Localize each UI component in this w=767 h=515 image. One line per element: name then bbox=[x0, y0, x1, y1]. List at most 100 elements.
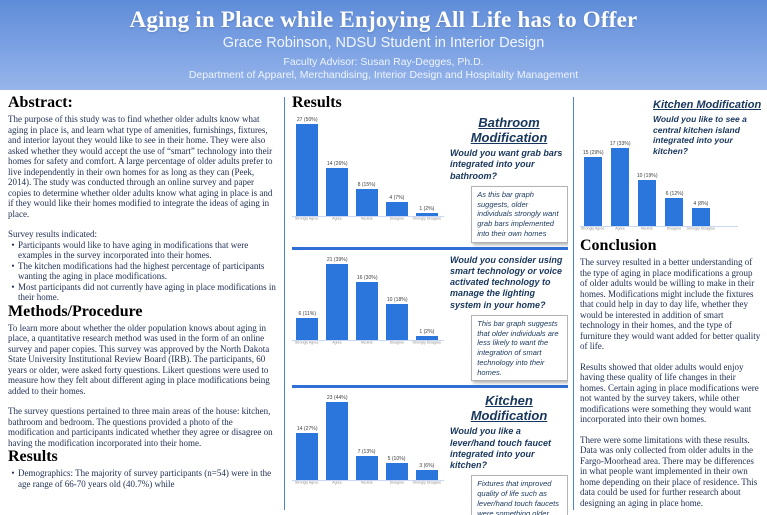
bar bbox=[665, 198, 683, 226]
chart-section-kitchen-island: 15 (29%) Strongly Agree 17 (33%) Agree 10 (1… bbox=[580, 97, 761, 237]
bar-column: 21 (39%) Agree bbox=[326, 256, 348, 344]
chart-section-kitchen-faucet: 14 (27%) Strongly Agree 23 (44%) Agree 7 (13… bbox=[292, 393, 568, 515]
methods-paragraph-2: The survey questions pertained to three … bbox=[8, 406, 273, 448]
x-tick-label: Strongly Agree bbox=[295, 217, 319, 221]
x-tick-label: Neutral bbox=[361, 217, 373, 221]
x-tick-label: Strongly Agree bbox=[581, 227, 605, 231]
conclusion-paragraph-1: The survey resulted in a better understa… bbox=[580, 257, 761, 352]
smart-technology-question: Would you consider using smart technolog… bbox=[450, 254, 563, 310]
bathroom-bar-chart: 27 (50%) Strongly Agree 14 (26%) Agree 8 (15… bbox=[292, 115, 444, 221]
x-tick-label: Strongly Agree bbox=[295, 481, 319, 485]
conclusion-paragraph-2: Results showed that older adults would e… bbox=[580, 361, 759, 425]
results-heading-mid: Results bbox=[292, 94, 342, 111]
x-tick-label: Agree bbox=[332, 340, 342, 345]
bar-column: 16 (30%) Neutral bbox=[356, 275, 378, 344]
bar-value-label: 15 (29%) bbox=[582, 150, 604, 156]
bar bbox=[296, 317, 318, 340]
bar bbox=[416, 213, 438, 216]
list-item: • Demographics: The majority of survey p… bbox=[8, 468, 278, 489]
kitchen-island-chart-side: Kitchen Modification Would you like to s… bbox=[653, 99, 761, 161]
bar-value-label: 10 (18%) bbox=[386, 296, 408, 303]
bar bbox=[356, 456, 378, 481]
x-tick-label: Strongly Disagree bbox=[686, 227, 716, 231]
bar-value-label: 27 (50%) bbox=[296, 117, 318, 123]
bar-column: 6 (11%) Strongly Agree bbox=[295, 310, 319, 344]
x-tick-label: Disagree bbox=[389, 340, 405, 345]
department-line: Department of Apparel, Merchandising, In… bbox=[188, 69, 579, 81]
bar bbox=[692, 208, 710, 226]
bathroom-chart-title: Bathroom Modification bbox=[470, 115, 548, 145]
bar-column: 8 (15%) Neutral bbox=[356, 182, 378, 221]
bar-value-label: 1 (2%) bbox=[419, 206, 435, 212]
survey-results-intro: Survey results indicated: bbox=[8, 229, 97, 240]
x-tick-label: Neutral bbox=[361, 340, 373, 345]
bullet-dot: • bbox=[11, 281, 15, 292]
bar-value-label: 1 (2%) bbox=[419, 328, 435, 335]
bar-column: 1 (2%) Strongly Disagree bbox=[413, 328, 442, 344]
bar bbox=[326, 168, 348, 216]
poster-author: Grace Robinson, NDSU Student in Interior… bbox=[222, 35, 545, 51]
list-item: • Most participants did not currently ha… bbox=[8, 282, 278, 303]
poster-title: Aging in Place while Enjoying All Life h… bbox=[129, 7, 638, 32]
x-tick-label: Agree bbox=[332, 217, 342, 221]
x-tick-label: Strongly Agree bbox=[295, 340, 319, 345]
x-tick-label: Disagree bbox=[389, 481, 405, 485]
x-tick-label: Disagree bbox=[389, 217, 405, 221]
faculty-advisor: Faculty Advisor: Susan Ray-Degges, Ph.D. bbox=[283, 56, 484, 68]
conclusion-heading: Conclusion bbox=[580, 237, 657, 254]
bar-column: 23 (44%) Agree bbox=[326, 395, 348, 485]
bar-column: 14 (26%) Agree bbox=[326, 161, 348, 221]
bar-value-label: 21 (39%) bbox=[326, 256, 348, 263]
bar bbox=[386, 303, 408, 340]
section-divider bbox=[292, 246, 568, 250]
chart-section-bathroom: 27 (50%) Strongly Agree 14 (26%) Agree 8 (15… bbox=[292, 115, 568, 243]
x-tick-label: Strongly Disagree bbox=[412, 481, 442, 485]
bar-value-label: 10 (19%) bbox=[636, 173, 658, 179]
bar bbox=[416, 470, 438, 481]
bar-value-label: 3 (6%) bbox=[419, 463, 435, 469]
kitchen-island-question: Would you like to see a central kitchen … bbox=[653, 114, 747, 156]
x-tick-label: Strongly Disagree bbox=[412, 217, 442, 221]
section-divider bbox=[292, 385, 568, 389]
bathroom-chart-side: Bathroom Modification Would you want gra… bbox=[444, 115, 568, 243]
results-heading-left: Results bbox=[8, 448, 58, 466]
bar-value-label: 4 (7%) bbox=[389, 195, 405, 201]
bar-column: 10 (18%) Disagree bbox=[386, 296, 408, 344]
bar bbox=[611, 148, 629, 226]
kitchen-faucet-bar-chart: 14 (27%) Strongly Agree 23 (44%) Agree 7 (13… bbox=[292, 393, 444, 485]
smart-technology-callout: This bar graph suggests that older indiv… bbox=[471, 314, 568, 382]
bar-value-label: 14 (26%) bbox=[326, 161, 348, 167]
methods-paragraph-1: To learn more about whether the older po… bbox=[8, 322, 270, 396]
bar-value-label: 4 (8%) bbox=[693, 201, 709, 207]
right-column: 15 (29%) Strongly Agree 17 (33%) Agree 10 (1… bbox=[580, 94, 761, 515]
bar-column: 10 (19%) Neutral bbox=[636, 173, 658, 230]
demographics-bullet: Demographics: The majority of survey par… bbox=[18, 468, 272, 489]
x-tick-label: Neutral bbox=[361, 481, 373, 485]
conclusion-paragraph-3: There were some limitations with these r… bbox=[580, 434, 758, 508]
bar bbox=[386, 202, 408, 216]
bullet-text: Participants would like to have aging in… bbox=[18, 239, 249, 261]
bathroom-chart-question: Would you want grab bars integrated into… bbox=[450, 148, 563, 181]
bar bbox=[326, 402, 348, 481]
x-tick-label: Agree bbox=[615, 227, 625, 231]
kitchen-faucet-question: Would you like a lever/hand touch faucet… bbox=[450, 426, 552, 470]
bar-value-label: 6 (11%) bbox=[298, 310, 316, 317]
bar bbox=[584, 157, 602, 226]
kitchen-island-bar-chart: 15 (29%) Strongly Agree 17 (33%) Agree 10 (1… bbox=[580, 139, 738, 231]
bar-column: 4 (7%) Disagree bbox=[386, 195, 408, 221]
bar bbox=[356, 281, 378, 340]
bar-column: 3 (6%) Strongly Disagree bbox=[413, 463, 442, 485]
kitchen-island-chart-title: Kitchen Modification bbox=[653, 99, 761, 111]
smart-technology-bar-chart: 6 (11%) Strongly Agree 21 (39%) Agree 16 (30… bbox=[292, 255, 444, 344]
x-tick-label: Agree bbox=[332, 481, 342, 485]
x-tick-label: Disagree bbox=[666, 227, 682, 231]
methods-heading: Methods/Procedure bbox=[8, 302, 143, 320]
bar bbox=[356, 189, 378, 216]
bar bbox=[296, 124, 318, 216]
kitchen-faucet-chart-title: Kitchen Modification bbox=[470, 393, 548, 424]
bar-value-label: 8 (15%) bbox=[358, 182, 376, 188]
bathroom-chart-callout: As this bar graph suggests, older indivi… bbox=[471, 185, 568, 243]
bar-column: 6 (12%) Disagree bbox=[665, 191, 683, 231]
poster-header: Aging in Place while Enjoying All Life h… bbox=[0, 0, 767, 90]
